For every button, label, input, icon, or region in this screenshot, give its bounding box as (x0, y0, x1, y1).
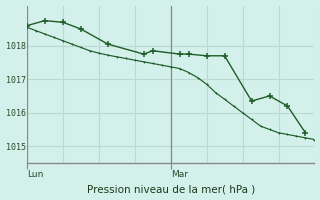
X-axis label: Pression niveau de la mer( hPa ): Pression niveau de la mer( hPa ) (87, 184, 255, 194)
